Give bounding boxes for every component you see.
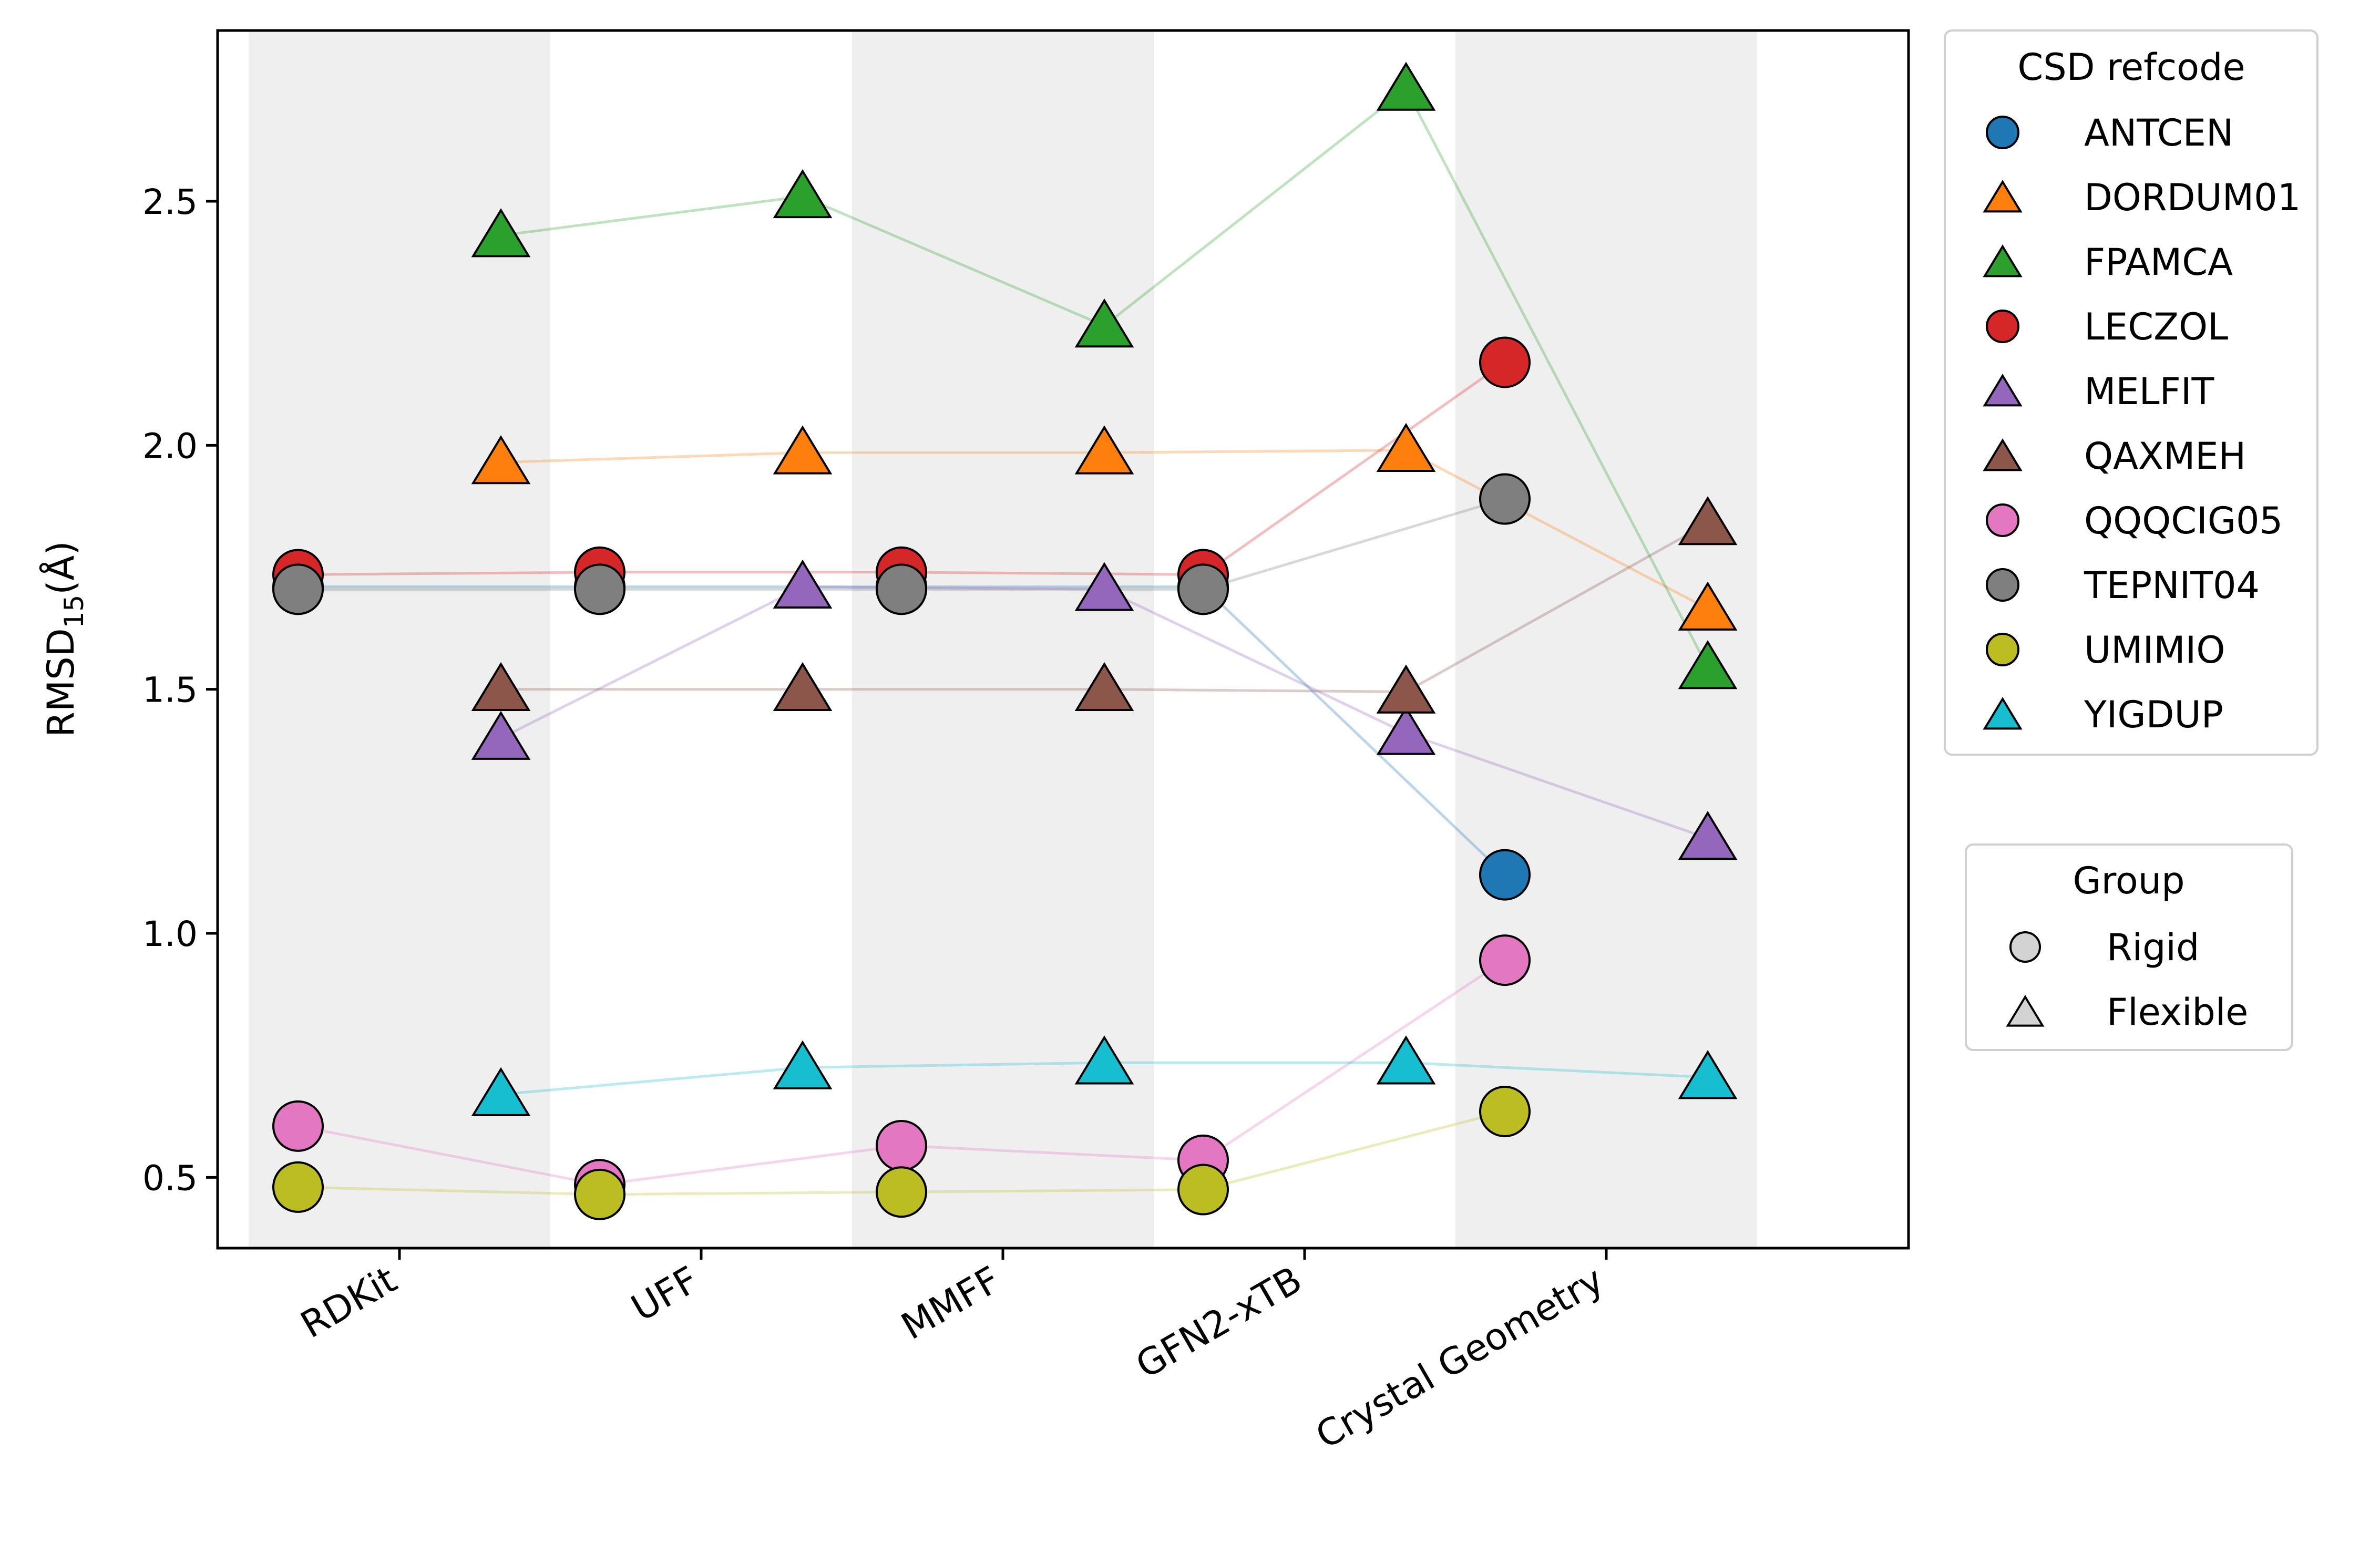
point-qaxmeh-mmff xyxy=(1074,662,1134,712)
x-tick-label-gfn2-xtb: GFN2-xTB xyxy=(1129,1258,1309,1387)
point-qqqcig05-mmff xyxy=(876,1119,927,1171)
x-tick-label-rdkit: RDKit xyxy=(293,1258,404,1347)
legend-marker-antcen xyxy=(1986,116,2019,149)
point-qaxmeh-gfn2-xtb xyxy=(1376,664,1436,714)
legend-marker-flexible xyxy=(2006,995,2045,1027)
point-fpamca-uff xyxy=(773,169,833,219)
point-yigdup-gfn2-xtb xyxy=(1376,1035,1436,1085)
point-dordum01-gfn2-xtb xyxy=(1376,423,1436,472)
legend-marker-rigid xyxy=(2009,931,2041,963)
legend-frame xyxy=(1944,29,2319,756)
x-tick-label-uff: UFF xyxy=(624,1258,705,1330)
legend-marker-tepnit04 xyxy=(1986,568,2019,602)
point-yigdup-mmff xyxy=(1074,1035,1134,1085)
legend-label-qaxmeh: QAXMEH xyxy=(2084,435,2246,478)
legend-frame xyxy=(1965,843,2293,1051)
legend-label-tepnit04: TEPNIT04 xyxy=(2084,564,2260,607)
legend-label-yigdup: YIGDUP xyxy=(2084,693,2223,736)
legend-label-rigid: Rigid xyxy=(2107,926,2199,969)
point-fpamca-rdkit xyxy=(471,208,531,258)
point-fpamca-gfn2-xtb xyxy=(1376,61,1436,111)
point-melfit-rdkit xyxy=(471,711,531,760)
point-qaxmeh-rdkit xyxy=(471,662,531,712)
legend-marker-qqqcig05 xyxy=(1986,503,2019,537)
point-tepnit04-uff xyxy=(574,563,625,615)
point-melfit-uff xyxy=(773,559,833,609)
legend-label-fpamca: FPAMCA xyxy=(2084,241,2233,284)
point-yigdup-rdkit xyxy=(471,1067,531,1116)
legend-label-umimio: UMIMIO xyxy=(2084,629,2225,672)
point-umimio-gfn2-xtb xyxy=(1177,1164,1229,1216)
point-fpamca-crystal-geometry xyxy=(1678,640,1738,689)
axes xyxy=(216,29,1910,1250)
x-tick-label-crystal-geometry: Crystal Geometry xyxy=(1308,1258,1610,1457)
point-tepnit04-gfn2-xtb xyxy=(1177,563,1229,615)
y-axis-ticks: 0.5 1.0 1.5 2.0 2.5 xyxy=(142,182,218,1198)
legend-title: CSD refcode xyxy=(2017,46,2245,89)
point-umimio-mmff xyxy=(876,1166,927,1218)
x-tick-label-mmff: MMFF xyxy=(894,1258,1007,1349)
point-antcen-crystal-geometry xyxy=(1479,849,1531,901)
band-crystal-geometry xyxy=(1455,30,1757,1248)
legend-label-dordum01: DORDUM01 xyxy=(2084,176,2301,219)
y-tick-label: 1.0 xyxy=(142,914,198,954)
legend-marker-qaxmeh xyxy=(1983,438,2023,471)
legend-csd-refcode: CSD refcode ANTCEN DORDUM01 FPAMCA LECZOL MEL… xyxy=(1944,29,2319,756)
legend-marker-dordum01 xyxy=(1983,180,2023,213)
legend-marker-leczol xyxy=(1986,310,2019,343)
point-dordum01-rdkit xyxy=(471,435,531,485)
y-axis-label: RMSD15(Å) xyxy=(39,541,89,737)
legend-label-melfit: MELFIT xyxy=(2084,370,2214,413)
y-tick-label: 2.0 xyxy=(142,426,198,466)
point-melfit-crystal-geometry xyxy=(1678,811,1738,860)
point-tepnit04-mmff xyxy=(876,563,927,615)
point-fpamca-mmff xyxy=(1074,298,1134,348)
data-markers xyxy=(272,61,1738,1220)
point-umimio-crystal-geometry xyxy=(1479,1085,1531,1137)
point-melfit-gfn2-xtb xyxy=(1376,706,1436,755)
point-dordum01-uff xyxy=(773,425,833,475)
y-tick-label: 1.5 xyxy=(142,670,198,711)
point-tepnit04-rdkit xyxy=(272,563,324,615)
legend-label-antcen: ANTCEN xyxy=(2084,111,2233,155)
band-rdkit xyxy=(249,30,550,1248)
point-yigdup-uff xyxy=(773,1040,833,1089)
point-qaxmeh-crystal-geometry xyxy=(1678,496,1738,545)
legend-marker-melfit xyxy=(1983,374,2023,407)
point-umimio-rdkit xyxy=(272,1161,324,1213)
point-umimio-uff xyxy=(574,1168,625,1220)
legend-label-flexible: Flexible xyxy=(2107,991,2248,1034)
point-leczol-crystal-geometry xyxy=(1479,336,1531,388)
point-qqqcig05-rdkit xyxy=(272,1100,324,1152)
legend-marker-fpamca xyxy=(1983,244,2023,277)
legend-marker-yigdup xyxy=(1983,697,2023,730)
point-yigdup-crystal-geometry xyxy=(1678,1050,1738,1099)
legend-group: Group Rigid Flexible xyxy=(1965,843,2293,1051)
point-dordum01-crystal-geometry xyxy=(1678,581,1738,631)
point-tepnit04-crystal-geometry xyxy=(1479,473,1531,525)
y-tick-label: 0.5 xyxy=(142,1158,198,1198)
point-dordum01-mmff xyxy=(1074,425,1134,475)
y-tick-label: 2.5 xyxy=(142,182,198,222)
plot-frame xyxy=(216,29,1910,1250)
legend-marker-umimio xyxy=(1986,633,2019,666)
legend-title: Group xyxy=(2073,859,2184,902)
legend-label-leczol: LECZOL xyxy=(2084,305,2228,348)
point-melfit-mmff xyxy=(1074,562,1134,611)
point-qaxmeh-uff xyxy=(773,662,833,712)
legend-label-qqqcig05: QQQCIG05 xyxy=(2084,499,2283,542)
point-qqqcig05-crystal-geometry xyxy=(1479,934,1531,986)
